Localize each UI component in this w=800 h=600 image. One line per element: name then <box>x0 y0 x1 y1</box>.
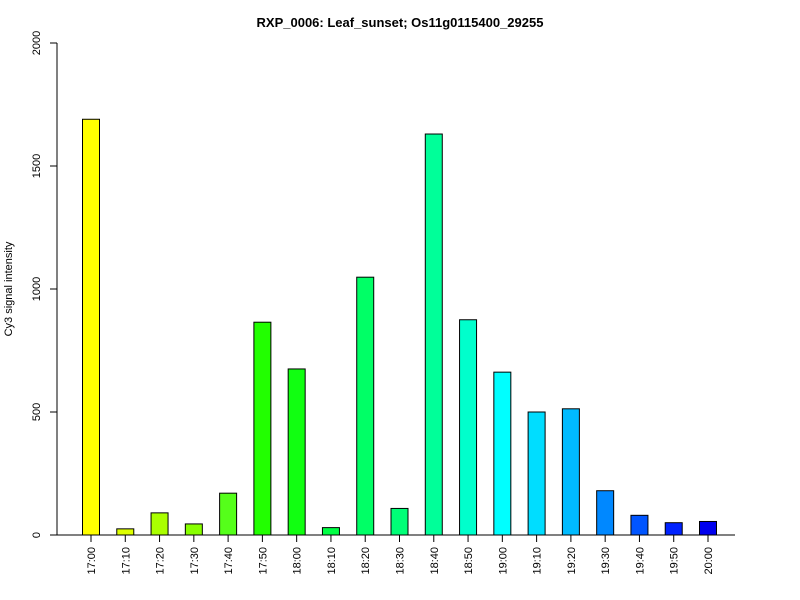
bar <box>596 490 615 536</box>
x-tick-label: 18:50 <box>463 547 475 575</box>
x-tick-label: 17:30 <box>189 547 201 575</box>
x-tick-label: 19:10 <box>532 547 544 575</box>
y-tick-label: 0 <box>31 532 43 538</box>
bar <box>390 507 409 536</box>
x-tick-label: 18:10 <box>326 547 338 575</box>
bar <box>630 514 649 536</box>
bar <box>493 371 512 536</box>
x-tick-label: 20:00 <box>703 547 715 575</box>
bar <box>150 512 169 536</box>
x-tick-label: 18:20 <box>360 547 372 575</box>
bar <box>699 520 717 536</box>
x-tick-label: 19:20 <box>566 547 578 575</box>
bar <box>82 118 100 536</box>
bar <box>219 492 238 536</box>
x-tick-label: 18:30 <box>395 547 407 575</box>
x-tick-label: 17:20 <box>155 547 167 575</box>
y-tick-label: 2000 <box>31 31 43 55</box>
x-tick-label: 19:00 <box>497 547 509 575</box>
chart-title: RXP_0006: Leaf_sunset; Os11g0115400_2925… <box>257 15 544 30</box>
bar <box>459 319 478 536</box>
bars <box>82 118 717 536</box>
bar <box>527 411 546 536</box>
bar <box>561 408 580 536</box>
bar <box>287 368 306 536</box>
x-tick-label: 18:00 <box>292 547 304 575</box>
x-axis: 17:00 17:10 17:20 17:30 17:40 17:50 18:00 18:10… <box>57 534 735 575</box>
x-tick-label: 17:50 <box>257 547 269 575</box>
bar <box>321 527 340 536</box>
x-tick-label: 17:00 <box>86 547 98 575</box>
y-tick-label: 1000 <box>31 277 43 301</box>
bar <box>253 321 272 536</box>
x-tick-label: 19:40 <box>634 547 646 575</box>
x-tick-label: 17:10 <box>120 547 132 575</box>
x-tick-label: 18:40 <box>429 547 441 575</box>
y-axis-label: Cy3 signal intensity <box>3 241 15 336</box>
x-tick-label: 19:50 <box>669 547 681 575</box>
y-tick-label: 500 <box>31 403 43 421</box>
bar <box>424 133 443 536</box>
bar <box>116 528 135 536</box>
y-axis: 0 500 1000 1500 2000 <box>31 31 58 538</box>
bar <box>184 523 203 536</box>
y-tick-label: 1500 <box>31 154 43 178</box>
bar <box>356 276 375 536</box>
x-tick-label: 19:30 <box>600 547 612 575</box>
bar <box>664 522 683 536</box>
x-tick-label: 17:40 <box>223 547 235 575</box>
